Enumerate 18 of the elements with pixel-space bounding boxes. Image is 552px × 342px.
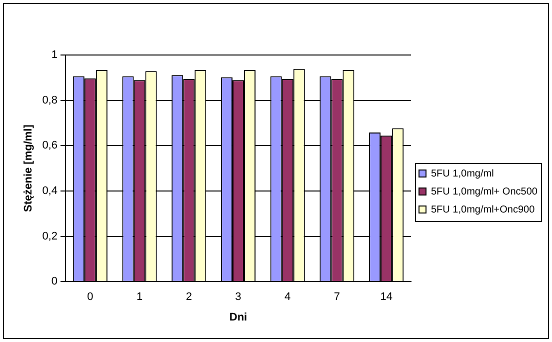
legend-label: 5FU 1,0mg/ml+ Onc500 bbox=[431, 186, 538, 198]
x-tick-label: 4 bbox=[284, 291, 291, 304]
x-tick-label: 14 bbox=[380, 291, 392, 304]
y-tick-label: 0,4 bbox=[42, 184, 58, 197]
y-tick-label: 0,2 bbox=[42, 230, 58, 242]
x-tick-label: 2 bbox=[186, 291, 192, 304]
y-tick-label: 1 bbox=[51, 49, 58, 62]
legend-label: 5FU 1,0mg/ml+Onc900 bbox=[431, 204, 536, 216]
x-tick-label: 0 bbox=[87, 291, 94, 304]
x-tick-label: 7 bbox=[334, 291, 340, 304]
x-tick-label: 3 bbox=[235, 291, 242, 304]
legend-label: 5FU 1,0mg/ml bbox=[431, 168, 494, 180]
y-axis-title: Stężenie [mg/ml] bbox=[22, 124, 35, 212]
x-axis-title: Dni bbox=[229, 311, 248, 324]
y-tick-label: 0,6 bbox=[42, 140, 58, 152]
x-tick-label: 1 bbox=[136, 291, 143, 304]
y-tick-label: 0,8 bbox=[42, 94, 58, 106]
y-tick-label: 0 bbox=[51, 276, 58, 288]
